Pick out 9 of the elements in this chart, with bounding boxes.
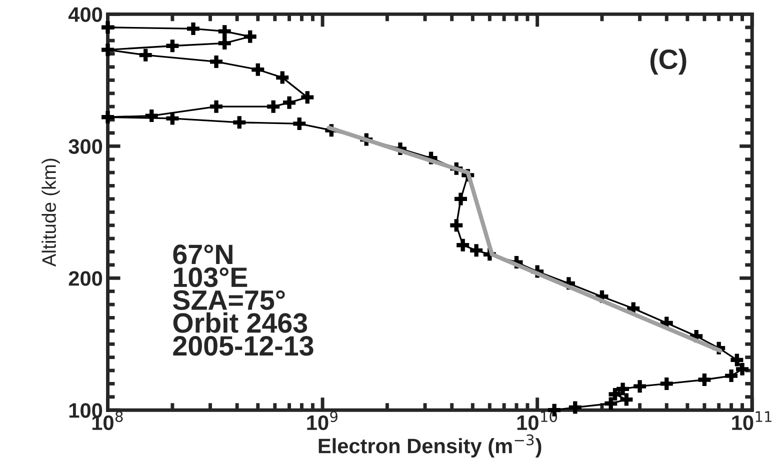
annotation: (C) xyxy=(650,48,686,75)
y-axis-title: Altitude (km) xyxy=(42,158,60,267)
x-axis-title: Electron Density (m$^{−3}$) xyxy=(318,434,542,458)
y-tick-label: 200 xyxy=(68,271,102,286)
x-tick-label: 10$^{11}$ xyxy=(732,411,772,430)
x-tick-label: 10$^{9}$ xyxy=(307,411,338,430)
y-tick-label: 400 xyxy=(68,7,102,22)
annotation: 67°N 103°E SZA=75° Orbit 2463 2005-12-13 xyxy=(173,244,314,356)
y-tick-label: 300 xyxy=(68,139,102,154)
